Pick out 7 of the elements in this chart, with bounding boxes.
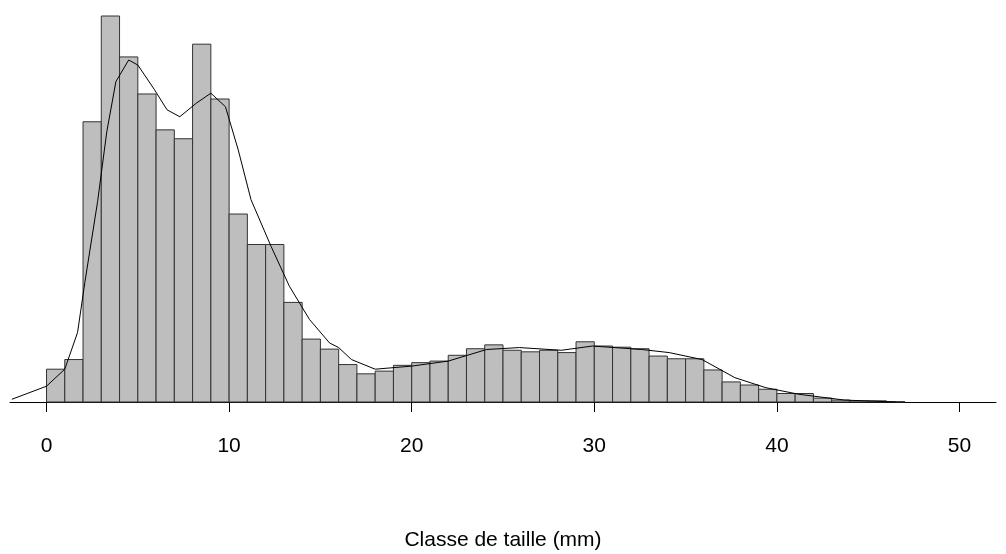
x-tick-label: 50	[947, 433, 972, 456]
x-tick-label: 0	[40, 433, 53, 456]
x-tick-label: 40	[765, 433, 789, 456]
x-tick-label: 30	[582, 433, 606, 456]
x-axis-title: Classe de taille (mm)	[404, 527, 602, 550]
x-tick-label: 20	[400, 433, 424, 456]
x-tick-label: 10	[217, 433, 241, 456]
